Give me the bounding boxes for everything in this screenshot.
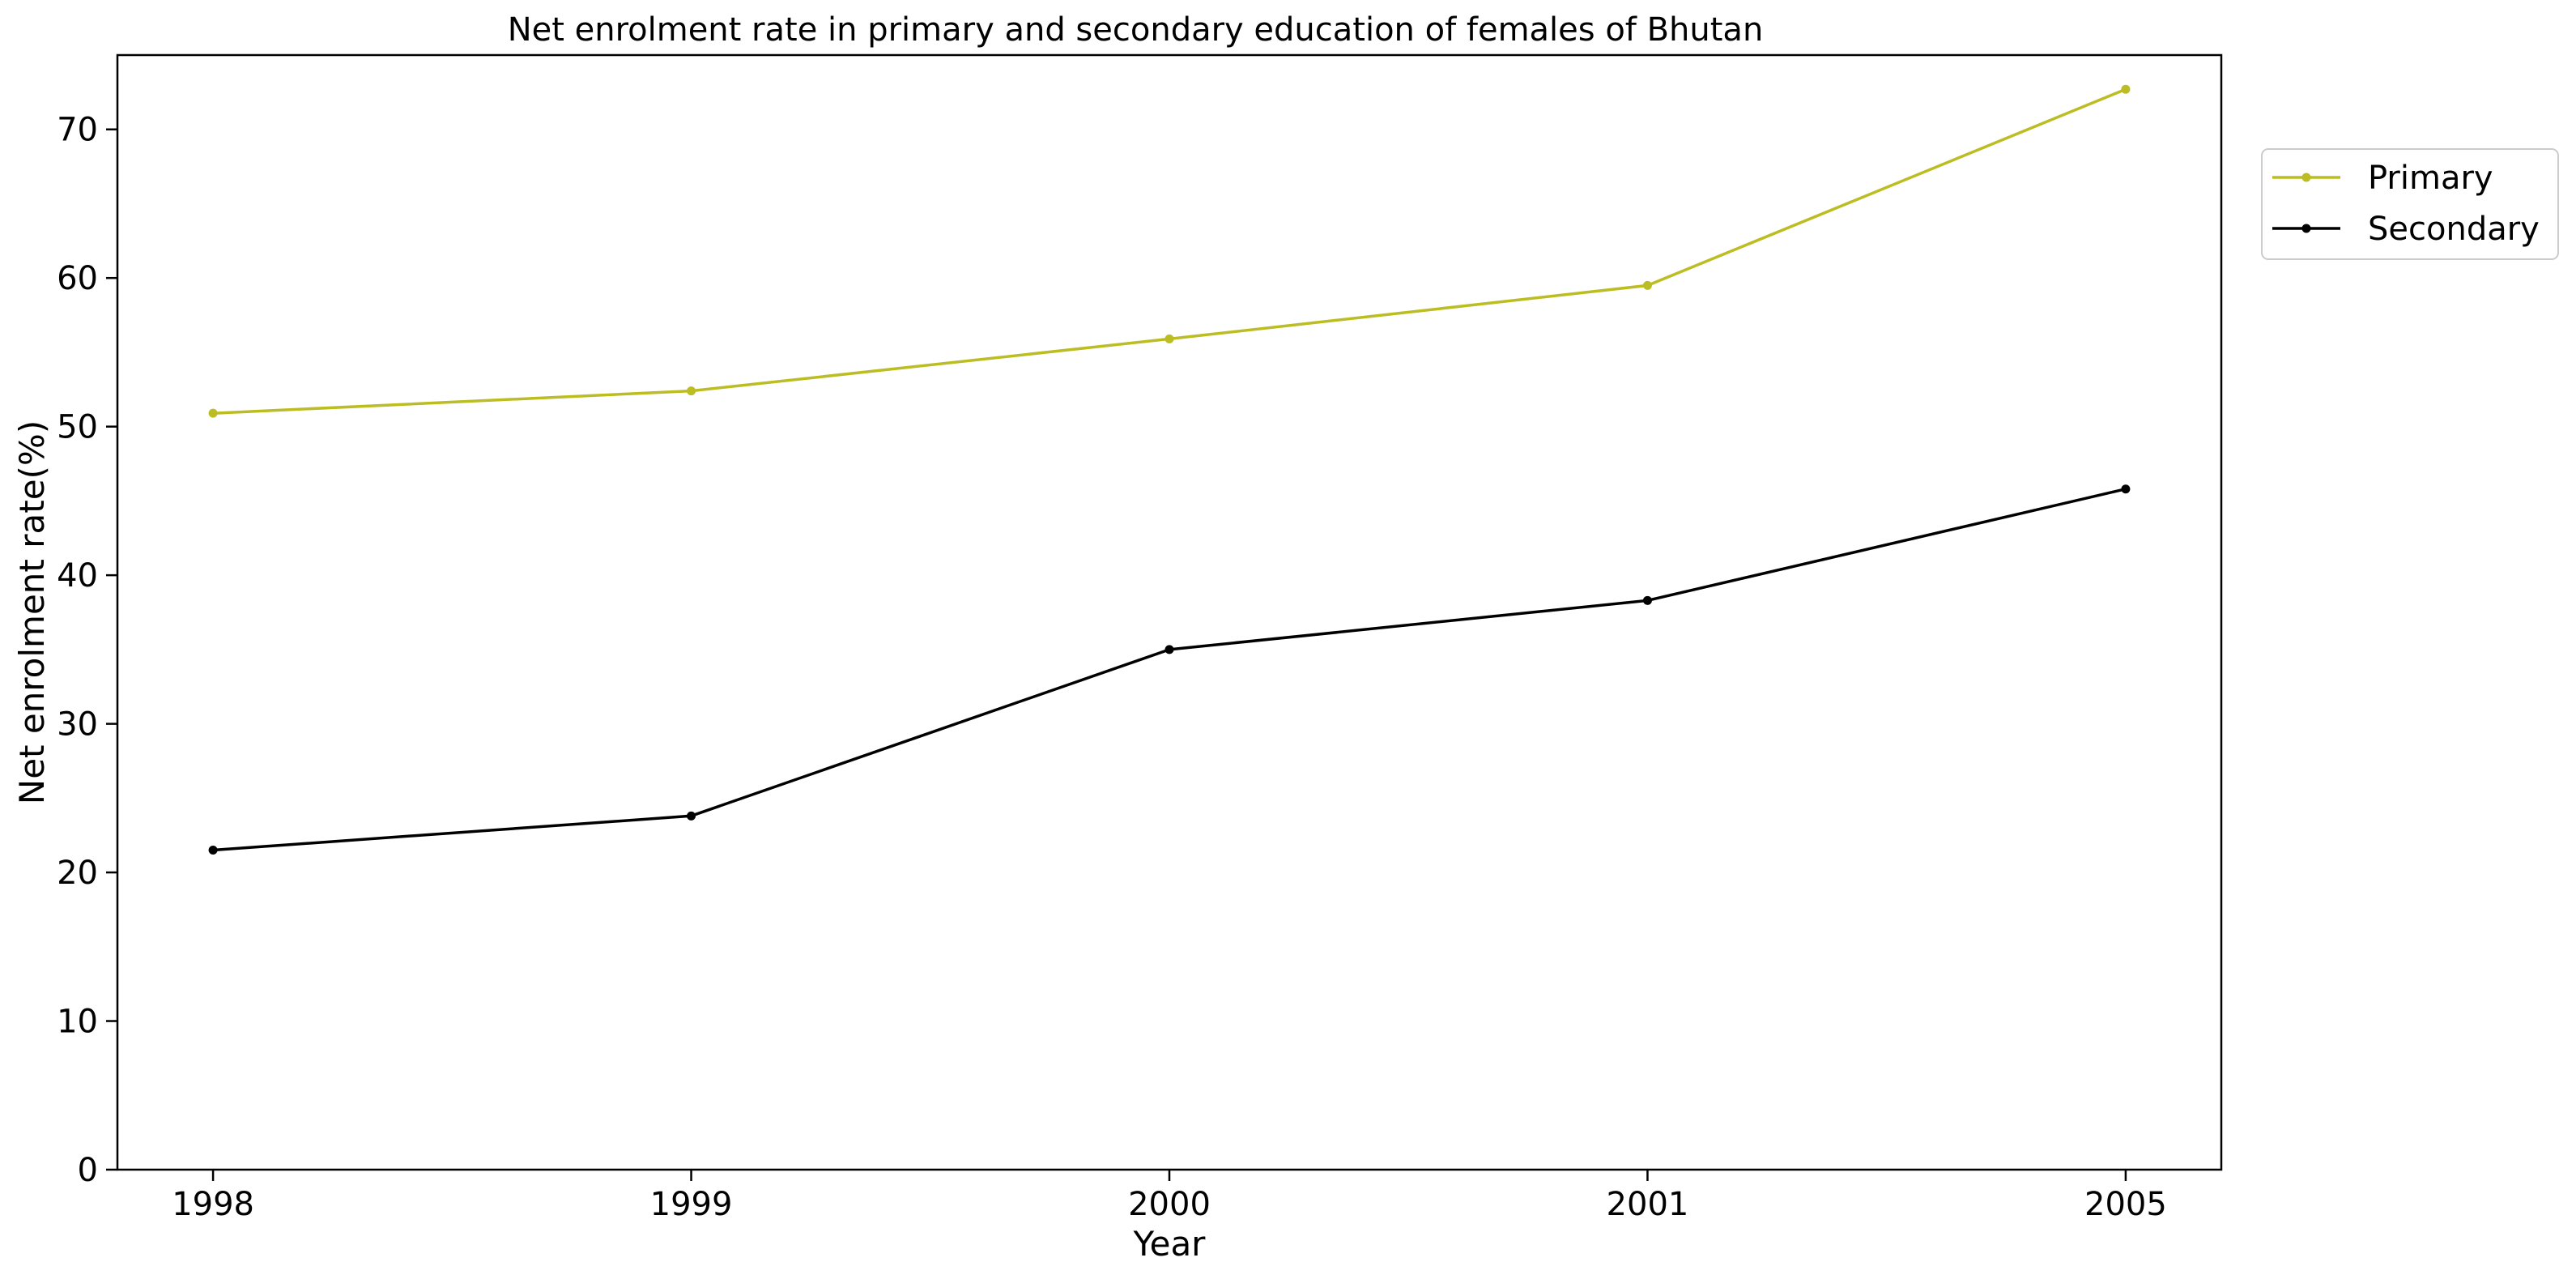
x-tick-label: 2000 [1128,1186,1211,1223]
series-line-primary [213,87,2127,415]
y-tick-label: 50 [57,409,98,446]
y-tick-label: 60 [57,260,98,297]
data-point-secondary [208,846,218,855]
legend-label-primary: Primary [2368,160,2493,197]
x-tick-label: 1999 [650,1186,733,1223]
series-layer [208,84,2131,855]
data-point-primary [1165,334,1174,343]
plot-area [116,53,2223,1171]
legend-marker-primary [2301,173,2311,182]
x-tick-label: 1998 [172,1186,254,1223]
data-point-secondary [1642,595,1652,605]
y-tick-label: 70 [57,112,98,149]
y-tick-label: 30 [57,706,98,744]
y-tick-label: 20 [57,855,98,892]
legend: Primary Secondary [2261,148,2559,260]
x-tick-label: 2005 [2084,1186,2167,1223]
data-point-primary [1642,280,1652,290]
x-axis-label: Year [1133,1224,1207,1264]
chart-title: Net enrolment rate in primary and second… [508,11,1764,49]
data-point-secondary [2121,484,2131,494]
data-point-primary [2121,84,2131,94]
x-axis-ticks: 1998 1999 2000 2001 2005 [172,1170,2167,1223]
y-tick-label: 40 [57,557,98,595]
y-axis-ticks: 0 10 20 30 40 50 60 70 [57,112,117,1189]
legend-marker-secondary [2301,224,2311,233]
data-point-primary [687,386,696,396]
y-tick-label: 10 [57,1004,98,1041]
y-tick-label: 0 [78,1152,98,1189]
data-point-primary [208,408,218,418]
data-point-secondary [687,811,696,821]
data-point-secondary [1165,645,1174,654]
y-axis-label: Net enrolment rate(%) [12,420,52,804]
series-line-secondary [212,487,2127,852]
legend-label-secondary: Secondary [2368,211,2540,248]
x-tick-label: 2001 [1607,1186,1689,1223]
